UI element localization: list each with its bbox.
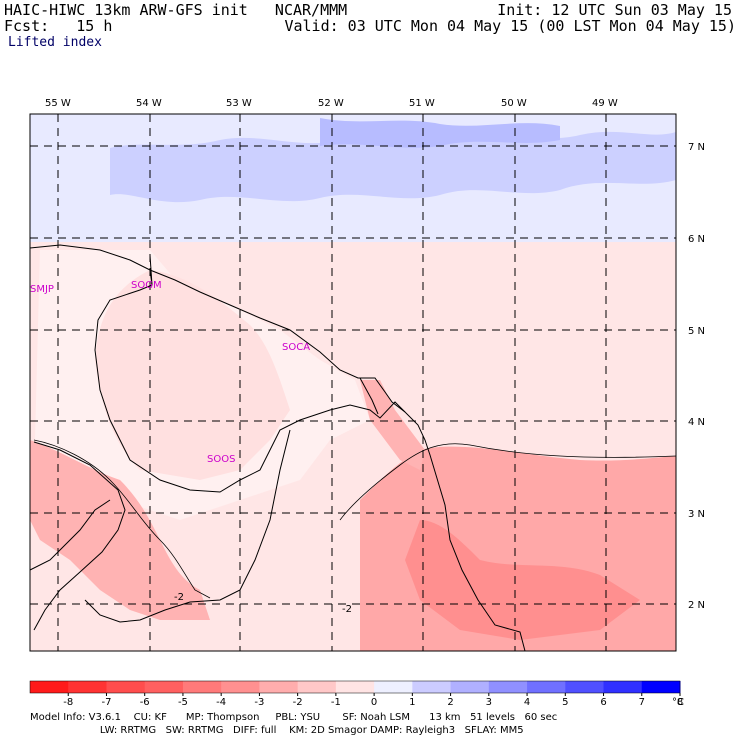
- color-bar-label: -8: [63, 697, 73, 708]
- lat-label: 6 N: [688, 234, 705, 245]
- latitude-labels: 7 N 6 N 5 N 4 N 3 N 2 N: [688, 142, 705, 611]
- lon-label: 50 W: [501, 98, 527, 109]
- lon-label: 52 W: [318, 98, 344, 109]
- color-bar-swatch: [182, 681, 222, 693]
- color-bar-swatch: [30, 681, 69, 693]
- color-bar-label: -7: [101, 697, 111, 708]
- station-smjp: SMJP: [30, 284, 54, 295]
- color-bar: [29, 680, 681, 694]
- field-name: Lifted index: [8, 35, 102, 50]
- lon-label: 51 W: [409, 98, 435, 109]
- station-soos: SOOS: [207, 454, 235, 465]
- lat-label: 4 N: [688, 417, 705, 428]
- color-bar-swatch: [259, 681, 299, 693]
- model-info-line1: Model Info: V3.6.1 CU: KF MP: Thompson P…: [30, 712, 558, 723]
- color-bar-swatch: [221, 681, 260, 693]
- color-bar-label: -4: [216, 697, 226, 708]
- color-bar-swatch: [335, 681, 375, 693]
- color-bar-label: 4: [524, 697, 530, 708]
- color-bar-swatch: [297, 681, 337, 693]
- graticule: [30, 114, 676, 651]
- li-coastal-band: [360, 380, 425, 470]
- color-bar-label: -6: [140, 697, 150, 708]
- li-minus-three-east: [405, 520, 640, 640]
- positive-li-band: [110, 131, 676, 203]
- model-title: HAIC-HIWC 13km ARW-GFS init NCAR/MMM: [4, 1, 348, 19]
- lon-label: 53 W: [226, 98, 252, 109]
- color-bar-label: 7: [639, 697, 645, 708]
- color-bar-swatch: [565, 681, 605, 693]
- color-bar-label: -2: [293, 697, 303, 708]
- color-bar-swatch: [412, 681, 452, 693]
- color-bar-label: 6: [600, 697, 606, 708]
- color-bar-label: 2: [447, 697, 453, 708]
- color-bar-labels: -8 -7 -6 -5 -4 -3 -2 -1 0 1 2 3 4 5 6 7 8: [63, 693, 683, 708]
- color-bar-swatch: [527, 681, 566, 693]
- lat-label: 2 N: [688, 600, 705, 611]
- color-bar-swatch: [450, 681, 490, 693]
- lon-label: 55 W: [45, 98, 71, 109]
- color-bar-label: -5: [178, 697, 188, 708]
- lon-label: 49 W: [592, 98, 618, 109]
- lon-label: 54 W: [136, 98, 162, 109]
- station-sogm: SOGM: [131, 280, 162, 291]
- color-bar-label: 8: [677, 697, 683, 708]
- lat-label: 5 N: [688, 326, 705, 337]
- color-bar-label: 5: [562, 697, 568, 708]
- color-bar-swatch: [144, 681, 184, 693]
- positive-li-core: [320, 118, 560, 148]
- color-bar-label: -3: [254, 697, 264, 708]
- coastlines-and-borders: [29, 244, 526, 652]
- forecast-hour: Fcst: 15 h: [4, 17, 113, 35]
- color-bar-swatch: [106, 681, 146, 693]
- color-bar-label: 3: [486, 697, 492, 708]
- color-bar-swatch: [374, 681, 413, 693]
- color-bar-frame: [29, 680, 681, 694]
- lat-label: 3 N: [688, 509, 705, 520]
- li-minus-two-west: [30, 440, 210, 620]
- lat-label: 7 N: [688, 142, 705, 153]
- contour-label: -2: [342, 604, 352, 615]
- contour-label: -2: [174, 592, 184, 603]
- color-bar-swatch: [603, 681, 643, 693]
- weak-negative-patch: [95, 270, 290, 480]
- longitude-labels: 55 W 54 W 53 W 52 W 51 W 50 W 49 W: [45, 98, 618, 109]
- color-bar-swatch: [641, 681, 681, 693]
- li-contours: [33, 439, 677, 599]
- map-frame: [29, 113, 677, 652]
- color-bar-label: -1: [331, 697, 341, 708]
- color-bar-swatch: [68, 681, 107, 693]
- model-info-line2: LW: RRTMG SW: RRTMG DIFF: full KM: 2D Sm…: [30, 725, 524, 736]
- init-time: Init: 12 UTC Sun 03 May 15: [497, 1, 732, 19]
- station-labels: SMJP SOGM SOCA SOOS: [30, 280, 310, 465]
- color-bar-swatch: [488, 681, 528, 693]
- valid-time: Valid: 03 UTC Mon 04 May 15 (00 LST Mon …: [284, 17, 736, 35]
- color-bar-unit: °C: [672, 697, 684, 708]
- color-bar-label: 0: [371, 697, 377, 708]
- station-soca: SOCA: [282, 342, 310, 353]
- color-bar-label: 1: [409, 697, 415, 708]
